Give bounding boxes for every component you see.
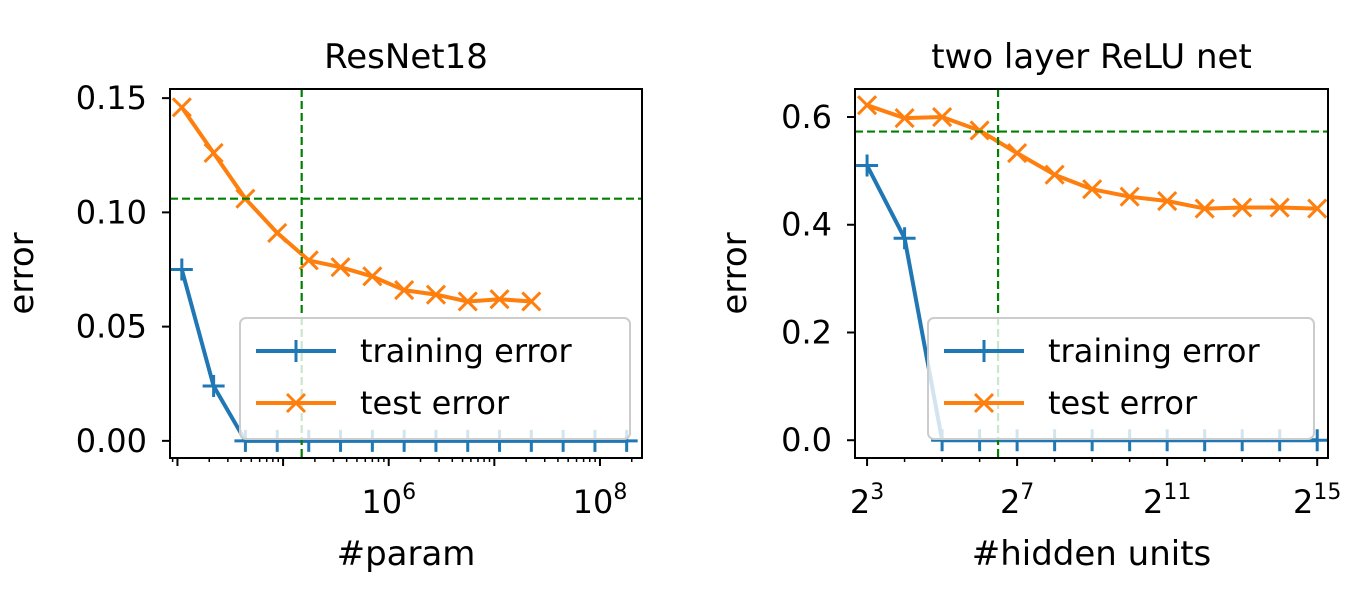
y-axis-label: error bbox=[2, 232, 42, 314]
data-point bbox=[857, 95, 878, 116]
legend: training error test error bbox=[927, 317, 1315, 440]
legend-marker bbox=[973, 340, 995, 362]
x-tick-label: 215 bbox=[1293, 480, 1341, 521]
data-point bbox=[1306, 429, 1328, 452]
x-tick-label: 211 bbox=[1143, 480, 1191, 521]
legend-label: training error bbox=[1048, 332, 1260, 370]
y-tick-label: 0.10 bbox=[76, 193, 147, 231]
data-point bbox=[894, 108, 915, 129]
series-line bbox=[180, 106, 532, 304]
data-point bbox=[1232, 197, 1253, 218]
x-axis-label: #hidden units bbox=[972, 534, 1212, 574]
data-point bbox=[267, 222, 288, 244]
data-point bbox=[489, 289, 510, 310]
axes-frame bbox=[854, 88, 1329, 459]
chart-1: ResNet18 #param error 0.00 0.05 0.10 0.15 106 10… bbox=[2, 37, 643, 574]
data-point bbox=[1269, 197, 1290, 218]
y-tick-label: 0.05 bbox=[76, 308, 147, 346]
data-point bbox=[1157, 190, 1178, 212]
x-tick-label: 23 bbox=[850, 480, 884, 521]
legend-label: test error bbox=[1048, 384, 1198, 422]
data-point bbox=[171, 97, 192, 118]
legend-label: test error bbox=[360, 384, 510, 422]
data-point bbox=[170, 258, 193, 281]
data-point bbox=[1082, 179, 1103, 200]
data-point bbox=[203, 142, 224, 164]
legend: training error test error bbox=[239, 317, 631, 440]
legend-marker bbox=[285, 392, 307, 414]
data-point bbox=[202, 375, 225, 398]
data-point bbox=[893, 227, 916, 250]
axes-frame bbox=[169, 88, 643, 459]
data-point bbox=[330, 257, 351, 278]
y-tick-label: 0.4 bbox=[781, 206, 832, 244]
series-line bbox=[866, 103, 1318, 211]
y-tick-label: 0.00 bbox=[76, 422, 147, 460]
legend-label: training error bbox=[360, 332, 572, 370]
legend-box bbox=[927, 317, 1315, 440]
x-tick-label: 108 bbox=[573, 480, 628, 521]
chart-title: two layer ReLU net bbox=[931, 37, 1252, 77]
data-point bbox=[1007, 143, 1028, 164]
data-point bbox=[457, 291, 478, 312]
x-tick-label: 27 bbox=[1000, 480, 1034, 521]
legend-marker bbox=[973, 392, 995, 414]
data-point bbox=[1194, 198, 1215, 219]
plot-area bbox=[856, 95, 1328, 452]
legend-marker bbox=[285, 340, 307, 362]
data-point bbox=[1044, 164, 1065, 185]
plot-area bbox=[170, 97, 638, 452]
chart-2: two layer ReLU net #hidden units error 0.0 0… bbox=[715, 37, 1341, 574]
y-tick-label: 0.6 bbox=[781, 98, 832, 136]
y-tick-label: 0.2 bbox=[781, 313, 832, 351]
legend-box bbox=[239, 317, 631, 440]
data-point bbox=[394, 280, 415, 301]
data-point bbox=[362, 266, 383, 287]
data-point bbox=[521, 291, 542, 312]
y-tick-label: 0.15 bbox=[76, 79, 147, 117]
data-point bbox=[1119, 186, 1140, 207]
data-point bbox=[856, 154, 879, 177]
x-axis-label: #param bbox=[337, 534, 476, 574]
y-tick-label: 0.0 bbox=[781, 421, 832, 459]
x-tick-label: 106 bbox=[361, 480, 416, 521]
data-point bbox=[1307, 198, 1328, 219]
data-point bbox=[425, 284, 447, 305]
data-point bbox=[932, 106, 953, 128]
chart-title: ResNet18 bbox=[324, 37, 488, 77]
data-point bbox=[298, 250, 319, 271]
y-axis-label: error bbox=[715, 232, 755, 314]
